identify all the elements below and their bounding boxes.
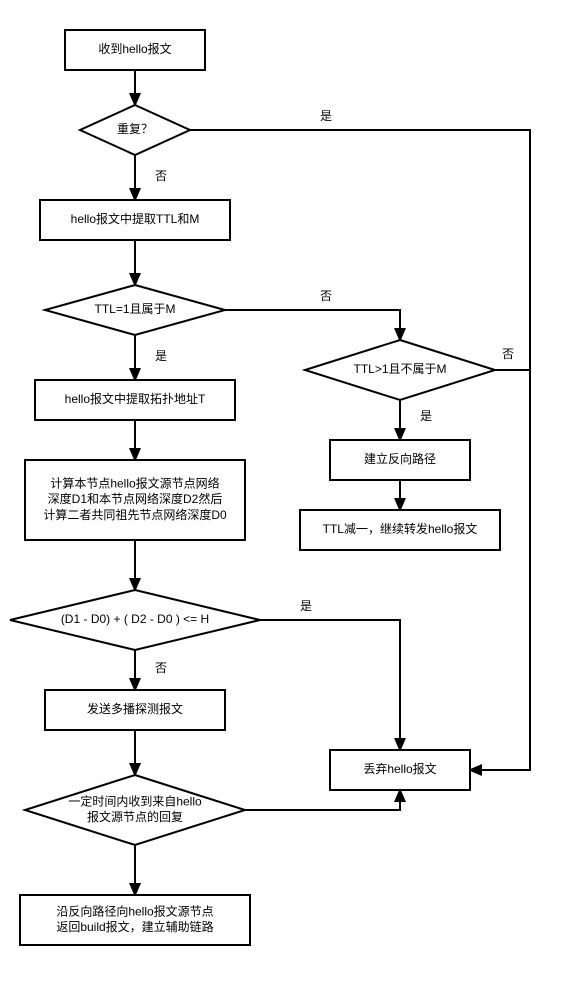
- edge-label-10: 否: [320, 289, 332, 303]
- edge-label-6: 否: [155, 661, 167, 675]
- node-n_send: 发送多播探测报文: [45, 690, 225, 730]
- node-n_rev: 建立反向路径: [330, 440, 470, 480]
- edge-label-9: 是: [320, 109, 332, 123]
- node-n_topo: hello报文中提取拓扑地址T: [35, 380, 235, 420]
- node-label: 发送多播探测报文: [87, 701, 183, 716]
- node-n_dup: 重复？: [80, 105, 190, 155]
- edge-label-11: 是: [420, 409, 432, 423]
- node-n_drop: 丢弃hello报文: [330, 750, 470, 790]
- node-n_extract: hello报文中提取TTL和M: [40, 200, 230, 240]
- node-label: 收到hello报文: [98, 41, 171, 56]
- node-label: 深度D1和本节点网络深度D2然后: [48, 491, 223, 506]
- edge-label-13: 否: [502, 347, 514, 361]
- node-n_start: 收到hello报文: [65, 30, 205, 70]
- node-label: 丢弃hello报文: [363, 761, 436, 776]
- node-label: hello报文中提取TTL和M: [71, 211, 200, 226]
- node-n_build: 沿反向路径向hello报文源节点返回build报文，建立辅助链路: [20, 895, 250, 945]
- node-label: 重复？: [117, 122, 153, 136]
- node-label: 计算本节点hello报文源节点网络: [50, 476, 219, 491]
- node-n_fwd: TTL减一，继续转发hello报文: [300, 510, 500, 550]
- node-n_ttl1: TTL=1且属于M: [45, 285, 225, 335]
- node-label: hello报文中提取拓扑地址T: [65, 391, 206, 406]
- node-label: 报文源节点的回复: [87, 809, 183, 824]
- edge-label-3: 是: [155, 349, 167, 363]
- node-label: TTL减一，继续转发hello报文: [323, 521, 478, 536]
- node-label: TTL=1且属于M: [94, 302, 175, 316]
- node-label: TTL>1且不属于M: [353, 362, 446, 376]
- node-label: 建立反向路径: [364, 451, 436, 466]
- node-label: 一定时间内收到来自hello: [68, 793, 202, 808]
- node-n_calc: 计算本节点hello报文源节点网络深度D1和本节点网络深度D2然后计算二者共同祖…: [25, 460, 245, 540]
- edge-label-1: 否: [155, 169, 167, 183]
- node-n_ttlgt: TTL>1且不属于M: [305, 340, 495, 400]
- node-n_cmp: (D1 - D0) + ( D2 - D0 ) <= H: [10, 590, 260, 650]
- edge-14: [260, 620, 400, 750]
- node-label: 返回build报文，建立辅助链路: [56, 919, 213, 934]
- node-label: 沿反向路径向hello报文源节点: [56, 903, 213, 918]
- edge-10: [225, 310, 400, 340]
- node-label: (D1 - D0) + ( D2 - D0 ) <= H: [61, 612, 209, 626]
- edge-label-14: 是: [300, 599, 312, 613]
- edge-15: [245, 790, 400, 810]
- node-n_reply: 一定时间内收到来自hello报文源节点的回复: [25, 775, 245, 845]
- node-label: 计算二者共同祖先节点网络深度D0: [43, 507, 227, 522]
